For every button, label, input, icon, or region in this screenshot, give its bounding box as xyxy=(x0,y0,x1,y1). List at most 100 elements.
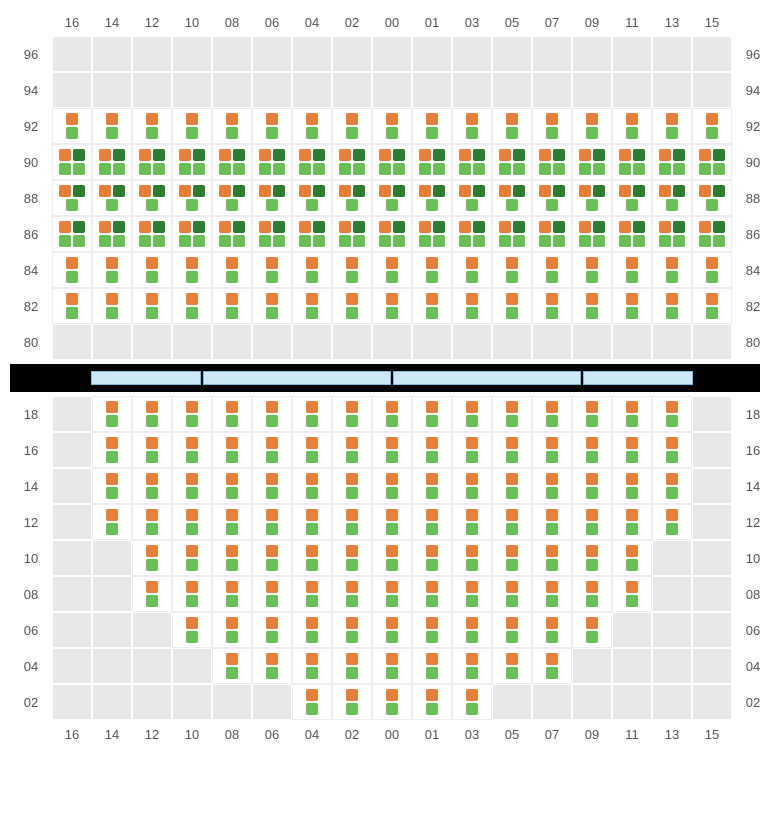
seat-cell[interactable] xyxy=(332,648,372,684)
seat-cell[interactable] xyxy=(372,468,412,504)
seat-cell[interactable] xyxy=(212,108,252,144)
seat-cell[interactable] xyxy=(292,216,332,252)
seat-cell[interactable] xyxy=(572,540,612,576)
seat-cell[interactable] xyxy=(492,108,532,144)
seat-cell[interactable] xyxy=(452,108,492,144)
seat-cell[interactable] xyxy=(492,180,532,216)
seat-cell[interactable] xyxy=(92,504,132,540)
seat-cell[interactable] xyxy=(292,144,332,180)
seat-cell[interactable] xyxy=(212,612,252,648)
seat-cell[interactable] xyxy=(492,612,532,648)
seat-cell[interactable] xyxy=(492,648,532,684)
seat-cell[interactable] xyxy=(372,144,412,180)
seat-cell[interactable] xyxy=(332,396,372,432)
seat-cell[interactable] xyxy=(412,504,452,540)
seat-cell[interactable] xyxy=(412,144,452,180)
seat-cell[interactable] xyxy=(52,144,92,180)
seat-cell[interactable] xyxy=(612,432,652,468)
seat-cell[interactable] xyxy=(172,216,212,252)
seat-cell[interactable] xyxy=(172,576,212,612)
seat-cell[interactable] xyxy=(252,108,292,144)
seat-cell[interactable] xyxy=(332,252,372,288)
seat-cell[interactable] xyxy=(412,468,452,504)
seat-cell[interactable] xyxy=(532,144,572,180)
seat-cell[interactable] xyxy=(332,144,372,180)
seat-cell[interactable] xyxy=(132,504,172,540)
seat-cell[interactable] xyxy=(132,288,172,324)
seat-cell[interactable] xyxy=(332,288,372,324)
seat-cell[interactable] xyxy=(172,468,212,504)
seat-cell[interactable] xyxy=(132,468,172,504)
seat-cell[interactable] xyxy=(172,288,212,324)
seat-cell[interactable] xyxy=(292,468,332,504)
seat-cell[interactable] xyxy=(572,504,612,540)
seat-cell[interactable] xyxy=(572,396,612,432)
seat-cell[interactable] xyxy=(372,540,412,576)
seat-cell[interactable] xyxy=(652,180,692,216)
seat-cell[interactable] xyxy=(412,288,452,324)
seat-cell[interactable] xyxy=(252,180,292,216)
seat-cell[interactable] xyxy=(52,216,92,252)
seat-cell[interactable] xyxy=(212,396,252,432)
seat-cell[interactable] xyxy=(652,468,692,504)
seat-cell[interactable] xyxy=(372,180,412,216)
seat-cell[interactable] xyxy=(652,216,692,252)
seat-cell[interactable] xyxy=(532,252,572,288)
seat-cell[interactable] xyxy=(332,432,372,468)
seat-cell[interactable] xyxy=(132,216,172,252)
seat-cell[interactable] xyxy=(492,396,532,432)
seat-cell[interactable] xyxy=(412,432,452,468)
seat-cell[interactable] xyxy=(372,504,412,540)
seat-cell[interactable] xyxy=(492,432,532,468)
seat-cell[interactable] xyxy=(212,252,252,288)
seat-cell[interactable] xyxy=(172,180,212,216)
seat-cell[interactable] xyxy=(212,540,252,576)
seat-cell[interactable] xyxy=(372,396,412,432)
seat-cell[interactable] xyxy=(92,144,132,180)
seat-cell[interactable] xyxy=(252,504,292,540)
seat-cell[interactable] xyxy=(292,252,332,288)
seat-cell[interactable] xyxy=(532,396,572,432)
seat-cell[interactable] xyxy=(132,144,172,180)
seat-cell[interactable] xyxy=(492,252,532,288)
seat-cell[interactable] xyxy=(212,180,252,216)
seat-cell[interactable] xyxy=(572,576,612,612)
seat-cell[interactable] xyxy=(532,612,572,648)
seat-cell[interactable] xyxy=(492,540,532,576)
seat-cell[interactable] xyxy=(412,108,452,144)
seat-cell[interactable] xyxy=(172,612,212,648)
seat-cell[interactable] xyxy=(412,576,452,612)
seat-cell[interactable] xyxy=(692,216,732,252)
seat-cell[interactable] xyxy=(212,576,252,612)
seat-cell[interactable] xyxy=(452,504,492,540)
seat-cell[interactable] xyxy=(92,432,132,468)
seat-cell[interactable] xyxy=(652,108,692,144)
seat-cell[interactable] xyxy=(452,216,492,252)
seat-cell[interactable] xyxy=(492,144,532,180)
seat-cell[interactable] xyxy=(212,504,252,540)
seat-cell[interactable] xyxy=(92,216,132,252)
seat-cell[interactable] xyxy=(412,540,452,576)
seat-cell[interactable] xyxy=(572,108,612,144)
seat-cell[interactable] xyxy=(172,396,212,432)
seat-cell[interactable] xyxy=(252,576,292,612)
seat-cell[interactable] xyxy=(92,468,132,504)
seat-cell[interactable] xyxy=(92,108,132,144)
seat-cell[interactable] xyxy=(332,576,372,612)
seat-cell[interactable] xyxy=(652,144,692,180)
seat-cell[interactable] xyxy=(52,108,92,144)
seat-cell[interactable] xyxy=(492,504,532,540)
seat-cell[interactable] xyxy=(652,432,692,468)
seat-cell[interactable] xyxy=(652,396,692,432)
seat-cell[interactable] xyxy=(252,468,292,504)
seat-cell[interactable] xyxy=(612,540,652,576)
seat-cell[interactable] xyxy=(532,468,572,504)
seat-cell[interactable] xyxy=(372,576,412,612)
seat-cell[interactable] xyxy=(212,432,252,468)
seat-cell[interactable] xyxy=(372,108,412,144)
seat-cell[interactable] xyxy=(372,288,412,324)
seat-cell[interactable] xyxy=(292,612,332,648)
seat-cell[interactable] xyxy=(52,252,92,288)
seat-cell[interactable] xyxy=(572,612,612,648)
seat-cell[interactable] xyxy=(652,504,692,540)
